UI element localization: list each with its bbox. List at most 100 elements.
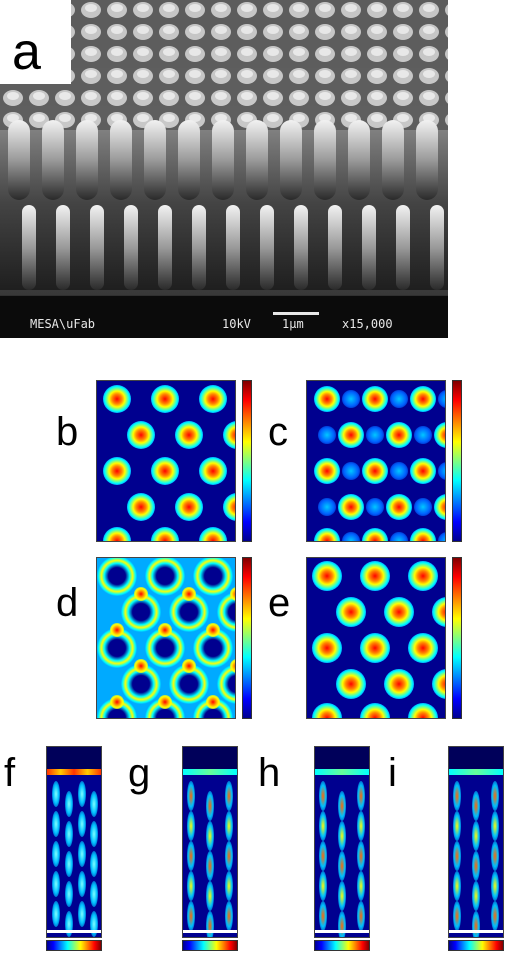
sem-pillar [348,120,370,200]
field-lobe [453,781,461,811]
sem-pillar [382,120,404,200]
field-hotspot [145,558,185,596]
field-hotspot [414,426,432,444]
field-lobe [52,841,60,867]
field-lobe [206,881,214,911]
field-lobe [472,791,480,821]
cross-section-g [182,746,238,938]
field-lobe [225,781,233,811]
field-lobe [225,841,233,871]
field-lobe [187,901,195,931]
field-hotspot [199,457,227,485]
field-hotspot [408,703,438,718]
field-lobe [78,781,86,807]
panel-label-g: g [128,751,151,795]
field-lobe [206,911,214,937]
field-lobe [357,871,365,901]
field-lobe [90,791,98,817]
field-hotspot [314,386,340,412]
field-lobe [65,791,73,817]
field-hotspot [434,494,445,520]
field-hotspot [206,695,220,709]
field-hotspot [182,659,196,673]
sem-voltage: 10kV [222,317,251,331]
sem-pillar [110,120,132,200]
field-hotspot [386,494,412,520]
sem-pillar [144,120,166,200]
colorbar-b [242,380,252,542]
field-hotspot [217,664,235,704]
field-hotspot [312,561,342,591]
field-lobe [357,811,365,841]
sem-pillar [314,120,336,200]
field-lobe [472,851,480,881]
field-hotspot [362,386,388,412]
field-hotspot [408,633,438,663]
field-map-c [306,380,446,542]
field-lobe [472,881,480,911]
field-hotspot [438,532,445,541]
sem-pillar [178,120,200,200]
sem-magnification: x15,000 [342,317,393,331]
field-hotspot [338,422,364,448]
field-hotspot [151,457,179,485]
field-lobe [225,901,233,931]
field-lobe [225,811,233,841]
field-lobe [52,901,60,927]
cross-section-top-layer [47,747,101,769]
field-lobe [357,901,365,931]
field-hotspot [390,390,408,408]
field-hotspot [386,422,412,448]
field-hotspot [342,390,360,408]
field-lobe [472,911,480,937]
field-lobe [453,871,461,901]
field-map-b [96,380,236,542]
field-lobe [472,821,480,851]
field-lobe [206,851,214,881]
cross-section-substrate-line [315,930,369,933]
panel-label-h: h [258,751,281,795]
sem-pillar [328,205,342,290]
field-hotspot [193,558,233,596]
field-lobe [319,781,327,811]
sem-pillar [158,205,172,290]
field-hotspot [314,458,340,484]
sem-pillar [362,205,376,290]
colorbar-c [452,380,462,542]
field-lobe [319,871,327,901]
field-hotspot [175,421,203,449]
field-hotspot [384,669,414,699]
field-lobe [491,871,499,901]
field-lobe [52,781,60,807]
field-lobe [187,841,195,871]
field-lobe [225,871,233,901]
field-hotspot [312,703,342,718]
field-lobe [52,871,60,897]
field-lobe [187,811,195,841]
sem-pillar [416,120,438,200]
field-lobe [357,781,365,811]
field-hotspot [410,528,436,541]
field-hotspot [414,498,432,516]
panel-label-a: a [12,23,41,81]
colorbar-f [46,940,102,951]
field-hotspot [360,703,390,718]
field-hotspot [230,659,235,673]
field-lobe [65,821,73,847]
panel-label-f: f [4,751,16,795]
field-hotspot [390,462,408,480]
field-hotspot [158,623,172,637]
sem-pillar [212,120,234,200]
field-hotspot [434,422,445,448]
sem-pillar [56,205,70,290]
field-hotspot [342,532,360,541]
field-lobe [90,881,98,907]
panel-label-c: c [268,410,288,454]
colorbar-e [452,557,462,719]
field-hotspot [182,587,196,601]
sem-pillar [260,205,274,290]
sem-nanopillar-array [0,0,448,338]
field-hotspot [199,527,227,541]
field-hotspot [127,421,155,449]
field-hotspot [384,597,414,627]
